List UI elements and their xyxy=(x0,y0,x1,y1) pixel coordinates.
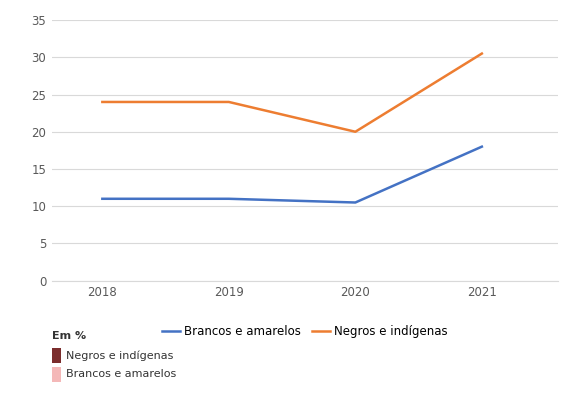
Text: Brancos e amarelos: Brancos e amarelos xyxy=(66,369,177,379)
Legend: Brancos e amarelos, Negros e indígenas: Brancos e amarelos, Negros e indígenas xyxy=(158,320,452,343)
Text: Negros e indígenas: Negros e indígenas xyxy=(66,350,174,360)
Text: Em %: Em % xyxy=(52,331,86,341)
